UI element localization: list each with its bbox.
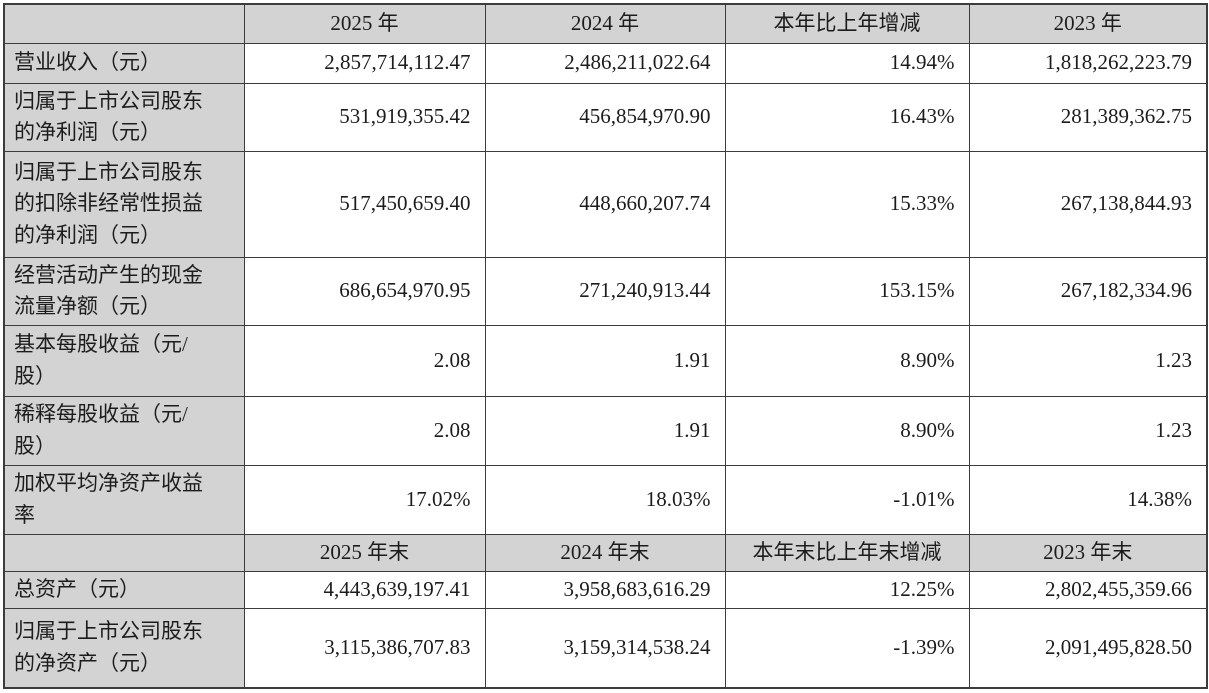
value-2025: 531,919,355.42	[243, 82, 486, 152]
header-cell-year-2023: 2023 年	[968, 3, 1208, 44]
header-cell-year-2025: 2025 年	[243, 3, 486, 44]
value-2025: 2.08	[243, 324, 486, 397]
value-2024: 1.91	[484, 324, 726, 397]
header-cell-end-2025: 2025 年末	[243, 533, 486, 572]
value-change: -1.01%	[724, 464, 970, 535]
value-2023: 267,138,844.93	[968, 150, 1208, 258]
row-net-assets-attributable: 归属于上市公司股东的净资产（元） 3,115,386,707.83 3,159,…	[3, 607, 1208, 689]
value-2024: 271,240,913.44	[484, 256, 726, 326]
row-total-assets: 总资产（元） 4,443,639,197.41 3,958,683,616.29…	[3, 570, 1208, 609]
row-label: 归属于上市公司股东的扣除非经常性损益的净利润（元）	[3, 150, 245, 258]
value-2024: 3,159,314,538.24	[484, 607, 726, 689]
header-cell-year-2024: 2024 年	[484, 3, 726, 44]
header-cell-empty	[3, 533, 245, 572]
row-label: 归属于上市公司股东的净资产（元）	[3, 607, 245, 689]
value-2023: 1,818,262,223.79	[968, 42, 1208, 84]
row-label: 总资产（元）	[3, 570, 245, 609]
header-cell-end-2023: 2023 年末	[968, 533, 1208, 572]
value-change: 8.90%	[724, 324, 970, 397]
value-2025: 686,654,970.95	[243, 256, 486, 326]
value-2025: 2,857,714,112.47	[243, 42, 486, 84]
row-diluted-eps: 稀释每股收益（元/股） 2.08 1.91 8.90% 1.23	[3, 395, 1208, 466]
annual-header-row: 2025 年 2024 年 本年比上年增减 2023 年	[3, 3, 1208, 44]
value-2024: 448,660,207.74	[484, 150, 726, 258]
value-2023: 2,802,455,359.66	[968, 570, 1208, 609]
row-basic-eps: 基本每股收益（元/股） 2.08 1.91 8.90% 1.23	[3, 324, 1208, 397]
value-2023: 1.23	[968, 324, 1208, 397]
value-2024: 456,854,970.90	[484, 82, 726, 152]
value-2024: 3,958,683,616.29	[484, 570, 726, 609]
header-cell-yoy-end-change: 本年末比上年末增减	[724, 533, 970, 572]
value-2023: 14.38%	[968, 464, 1208, 535]
row-label: 基本每股收益（元/股）	[3, 324, 245, 397]
financial-summary-table: 2025 年 2024 年 本年比上年增减 2023 年 营业收入（元） 2,8…	[3, 3, 1208, 689]
value-2023: 267,182,334.96	[968, 256, 1208, 326]
row-label: 归属于上市公司股东的净利润（元）	[3, 82, 245, 152]
value-change: 12.25%	[724, 570, 970, 609]
header-cell-end-2024: 2024 年末	[484, 533, 726, 572]
value-2024: 18.03%	[484, 464, 726, 535]
value-2025: 17.02%	[243, 464, 486, 535]
value-change: 15.33%	[724, 150, 970, 258]
row-net-profit-excl-nonrecurring: 归属于上市公司股东的扣除非经常性损益的净利润（元） 517,450,659.40…	[3, 150, 1208, 258]
value-2023: 2,091,495,828.50	[968, 607, 1208, 689]
row-weighted-avg-roe: 加权平均净资产收益率 17.02% 18.03% -1.01% 14.38%	[3, 464, 1208, 535]
value-2025: 3,115,386,707.83	[243, 607, 486, 689]
value-change: 16.43%	[724, 82, 970, 152]
header-cell-empty	[3, 3, 245, 44]
row-label: 经营活动产生的现金流量净额（元）	[3, 256, 245, 326]
value-2024: 1.91	[484, 395, 726, 466]
row-label: 稀释每股收益（元/股）	[3, 395, 245, 466]
value-change: 14.94%	[724, 42, 970, 84]
value-2025: 517,450,659.40	[243, 150, 486, 258]
value-2024: 2,486,211,022.64	[484, 42, 726, 84]
year-end-header-row: 2025 年末 2024 年末 本年末比上年末增减 2023 年末	[3, 533, 1208, 572]
row-label: 加权平均净资产收益率	[3, 464, 245, 535]
row-net-profit-attributable: 归属于上市公司股东的净利润（元） 531,919,355.42 456,854,…	[3, 82, 1208, 152]
row-operating-revenue: 营业收入（元） 2,857,714,112.47 2,486,211,022.6…	[3, 42, 1208, 84]
value-change: 8.90%	[724, 395, 970, 466]
value-change: 153.15%	[724, 256, 970, 326]
row-operating-cash-flow: 经营活动产生的现金流量净额（元） 686,654,970.95 271,240,…	[3, 256, 1208, 326]
value-change: -1.39%	[724, 607, 970, 689]
value-2023: 281,389,362.75	[968, 82, 1208, 152]
row-label: 营业收入（元）	[3, 42, 245, 84]
value-2025: 2.08	[243, 395, 486, 466]
value-2025: 4,443,639,197.41	[243, 570, 486, 609]
value-2023: 1.23	[968, 395, 1208, 466]
header-cell-yoy-change: 本年比上年增减	[724, 3, 970, 44]
